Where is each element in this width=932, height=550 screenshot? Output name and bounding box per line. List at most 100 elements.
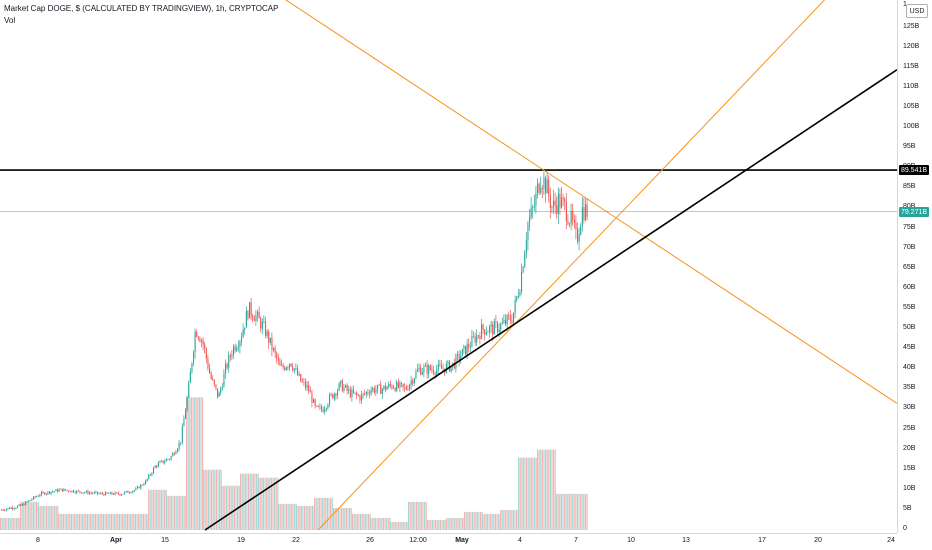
volume-bar (243, 473, 245, 530)
volume-bar (322, 497, 324, 530)
candle-body (92, 493, 94, 494)
candle-body (541, 187, 543, 189)
volume-bar (381, 517, 383, 530)
candle-body (482, 324, 484, 330)
volume-bar (214, 469, 216, 530)
volume-bar (543, 449, 545, 530)
volume-bar (17, 517, 19, 530)
volume-bar (307, 505, 309, 530)
volume-bar (279, 503, 281, 530)
volume-bar (560, 493, 562, 530)
volume-bar (227, 485, 229, 530)
volume-bar (235, 485, 237, 530)
candle-body (434, 373, 436, 375)
candle-body (193, 351, 195, 364)
candle-body (137, 486, 139, 489)
candle-body (18, 504, 20, 506)
volume-bar (217, 469, 219, 530)
volume-bar (491, 513, 493, 530)
volume-bar (483, 513, 485, 530)
candle-body (124, 491, 126, 494)
candle-body (71, 490, 73, 492)
volume-bar (8, 517, 10, 530)
volume-bar (229, 485, 231, 530)
candle-body (106, 492, 108, 494)
volume-bar (580, 493, 582, 530)
price-tick-label: 30B (903, 404, 916, 412)
volume-bar (475, 511, 477, 530)
volume-bar (366, 513, 368, 530)
candle-body (73, 490, 75, 493)
volume-bar (312, 505, 314, 530)
candle-body (36, 496, 38, 498)
volume-bar (281, 503, 283, 530)
volume-bar (336, 507, 338, 530)
volume-bar (553, 449, 555, 530)
candle-body (4, 510, 6, 512)
candle-body (364, 393, 366, 395)
chart-area[interactable] (0, 0, 897, 533)
candle-body (581, 207, 583, 227)
candle-body (362, 393, 364, 395)
volume-bar (387, 517, 389, 530)
candle-body (556, 205, 558, 214)
volume-bar (197, 397, 199, 530)
volume-bar (115, 513, 117, 530)
candle-body (306, 385, 308, 388)
price-tick-label: 15B (903, 464, 916, 472)
volume-bar (417, 501, 419, 530)
price-axis[interactable]: 1125B120B115B110B105B100B95B90B85B80B75B… (897, 0, 932, 533)
volume-bar (24, 501, 26, 530)
volume-bar (325, 497, 327, 530)
volume-bar (485, 513, 487, 530)
volume-bar (70, 513, 72, 530)
candle-body (431, 369, 433, 371)
candle-body (146, 478, 148, 481)
volume-bar (240, 473, 242, 530)
candle-body (236, 348, 238, 351)
volume-bar (146, 513, 148, 530)
volume-bar (258, 477, 260, 530)
volume-bar (274, 477, 276, 530)
volume-bar (93, 513, 95, 530)
volume-bar (104, 513, 106, 530)
candle-body (50, 491, 52, 494)
volume-bar (431, 519, 433, 530)
candle-body (125, 490, 127, 492)
candle-body (199, 338, 201, 342)
price-tick-label: 120B (903, 42, 920, 50)
volume-bar (0, 517, 2, 530)
candle-body (58, 489, 60, 492)
candle-body (225, 363, 227, 374)
candle-body (226, 363, 228, 368)
currency-selector[interactable]: USD (906, 4, 928, 18)
candle-body (418, 367, 420, 370)
candle-body (316, 405, 318, 407)
volume-bar (540, 449, 542, 530)
candle-body (77, 490, 79, 492)
candle-body (140, 484, 142, 489)
price-tick-label: 20B (903, 444, 916, 452)
volume-bar (406, 521, 408, 530)
time-tick-label: 13 (682, 537, 690, 544)
candle-body (103, 494, 105, 496)
volume-bar (141, 513, 143, 530)
time-tick-label: 22 (292, 537, 300, 544)
candle-body (325, 408, 327, 410)
time-tick-label: 19 (237, 537, 245, 544)
candle-body (45, 493, 47, 495)
candle-body (257, 311, 259, 316)
chart-legend-title[interactable]: Market Cap DOGE, $ (CALCULATED BY TRADIN… (4, 4, 279, 13)
candle-body (393, 388, 395, 389)
time-axis[interactable]: 8 Apr 15 19 22 26 12:00 May 4 7 10 13 17 20 24 (0, 533, 897, 550)
volume-bar (4, 517, 6, 530)
candle-body (2, 509, 4, 511)
volume-bar (222, 485, 224, 530)
volume-bar (144, 513, 146, 530)
candle-body (457, 354, 459, 356)
volume-bar (516, 509, 518, 530)
candle-body (119, 494, 121, 496)
volume-bar (339, 507, 341, 530)
candle-body (317, 405, 319, 407)
volume-legend-label[interactable]: Vol (4, 16, 16, 25)
